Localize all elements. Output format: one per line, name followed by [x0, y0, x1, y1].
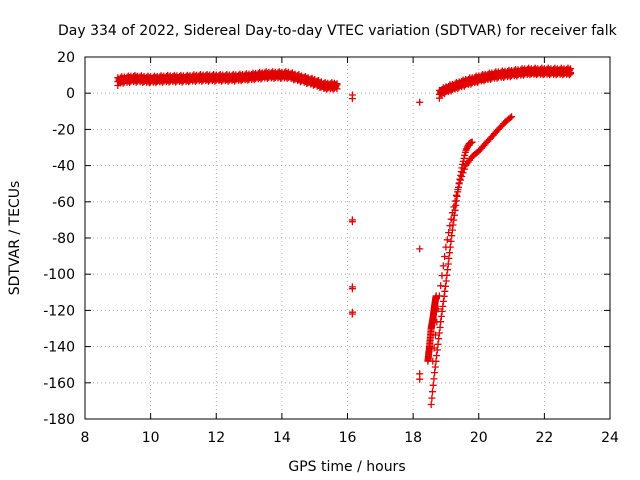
curve-point	[435, 335, 443, 343]
curve-point	[431, 363, 439, 371]
x-tick-label: 12	[207, 430, 225, 446]
x-tick-label: 8	[81, 430, 90, 446]
data-point	[416, 98, 424, 106]
curve-point	[427, 401, 435, 408]
curve-point	[506, 114, 514, 122]
curve-point	[433, 352, 441, 360]
curve-point	[447, 237, 455, 245]
curve-point	[438, 307, 446, 315]
y-tick-label: -160	[43, 376, 75, 392]
band-point	[567, 65, 575, 73]
data-point	[416, 245, 424, 253]
curve-point	[435, 329, 443, 337]
y-tick-label: -40	[52, 159, 75, 175]
curve-point	[468, 138, 476, 146]
curve-point	[447, 215, 455, 223]
band-point	[333, 80, 341, 88]
y-tick-label: -180	[43, 412, 75, 428]
curve-point	[445, 254, 453, 262]
curve-point	[437, 312, 445, 320]
curve-point	[460, 165, 468, 173]
curve-point	[442, 243, 450, 251]
data-point	[348, 95, 356, 103]
y-tick-label: 20	[57, 50, 75, 66]
x-tick-label: 10	[142, 430, 160, 446]
curve-point	[446, 222, 454, 230]
x-tick-label: 18	[404, 430, 422, 446]
x-tick-label: 22	[535, 430, 553, 446]
curve-point	[450, 203, 458, 211]
curve-point	[441, 287, 449, 295]
data-point	[348, 310, 356, 318]
curve-point	[456, 176, 464, 184]
curve-point	[459, 169, 467, 177]
curve-point	[440, 297, 447, 305]
y-tick-label: -20	[52, 122, 75, 138]
curve-point	[454, 186, 462, 193]
curve-point	[449, 221, 457, 229]
curve-point	[432, 292, 440, 300]
curve-point	[442, 277, 450, 285]
curve-point	[448, 232, 456, 240]
y-tick-label: -100	[43, 267, 75, 283]
x-tick-label: 16	[339, 430, 357, 446]
curve-point	[460, 154, 468, 162]
curve-point	[438, 272, 446, 280]
data-point	[348, 218, 356, 226]
x-tick-label: 20	[470, 430, 488, 446]
curve-point	[443, 236, 451, 244]
curve-point	[428, 394, 436, 402]
data-point	[348, 285, 356, 293]
x-axis-label: GPS time / hours	[288, 459, 405, 475]
data-point	[416, 375, 424, 383]
curve-point	[508, 113, 516, 121]
curve-point	[429, 381, 437, 389]
curve-point	[439, 262, 447, 270]
curve-point	[452, 191, 460, 199]
curve-point	[434, 340, 442, 348]
curve-point	[437, 282, 445, 290]
curve-point	[455, 180, 463, 188]
y-tick-label: -140	[43, 340, 75, 356]
curve-point	[463, 145, 471, 153]
curve-point	[449, 209, 456, 217]
curve-point	[441, 253, 449, 260]
curve-point	[446, 249, 454, 257]
axis-ticks: 8 10 12 14 16 18 20 22 24 -180 -160 -140 -120 -100 -80…	[43, 50, 619, 446]
curve-point	[458, 173, 466, 180]
x-tick-label: 24	[601, 430, 619, 446]
curve-point	[462, 146, 470, 154]
curve-point	[430, 375, 438, 383]
grid-lines	[85, 57, 610, 419]
curve-point	[445, 229, 453, 237]
curve-point	[461, 151, 469, 159]
curve-point	[463, 143, 471, 151]
y-tick-label: -120	[43, 303, 75, 319]
y-axis-label: SDTVAR / TECUs	[7, 181, 23, 296]
y-tick-label: 0	[66, 86, 75, 102]
curve-point	[444, 266, 452, 274]
curve-point	[429, 388, 436, 396]
x-tick-label: 14	[273, 430, 291, 446]
curve-point	[453, 192, 461, 200]
curve-point	[431, 369, 439, 377]
y-tick-label: -60	[52, 195, 75, 211]
data-marks	[114, 64, 575, 408]
curve-point	[439, 302, 447, 310]
y-tick-label: -80	[52, 231, 75, 247]
curve-point	[451, 197, 459, 205]
chart-title: Day 334 of 2022, Sidereal Day-to-day VTE…	[58, 23, 618, 39]
